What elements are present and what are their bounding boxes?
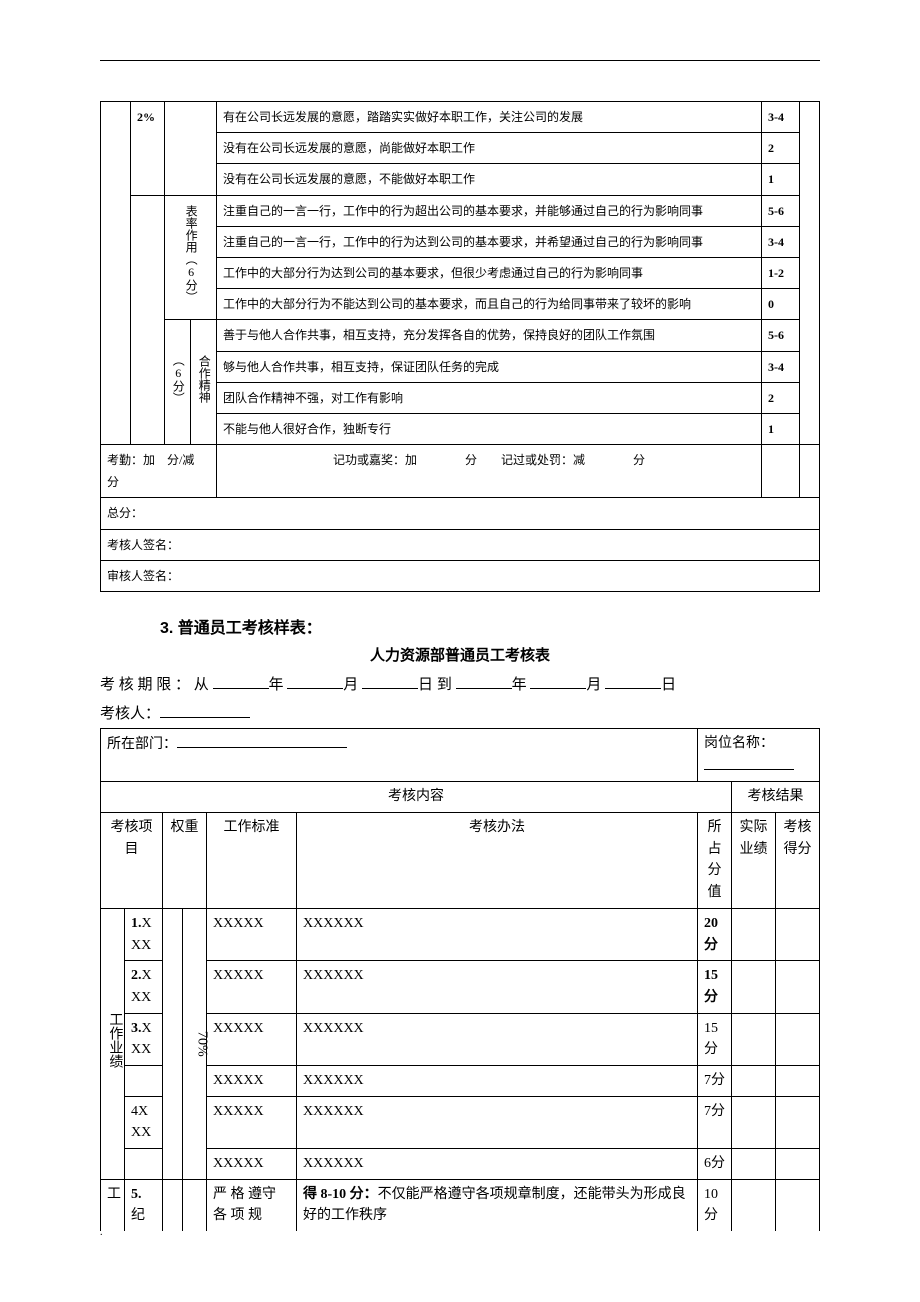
criteria-text: 注重自己的一言一行，工作中的行为超出公司的基本要求，并能够通过自己的行为影响同事 <box>217 195 762 226</box>
item-no: 3.XXX <box>125 1013 163 1065</box>
score-cell: 5-6 <box>762 195 800 226</box>
criteria-text: 有在公司长远发展的意愿，踏踏实实做好本职工作，关注公司的发展 <box>217 102 762 133</box>
criteria-text: 没有在公司长远发展的意愿，不能做好本职工作 <box>217 164 762 195</box>
score-cell: 1-2 <box>762 257 800 288</box>
score-cell: 1 <box>762 164 800 195</box>
table-row: XXXXX XXXXXX 6分 <box>101 1149 820 1180</box>
item-no: 1.XXX <box>125 908 163 960</box>
document-title: 人力资源部普通员工考核表 <box>100 644 820 665</box>
item-no: 2.XXX <box>125 961 163 1013</box>
header-row-1: 考核内容 考核结果 <box>101 782 820 813</box>
evaluation-table-2: 所在部门： 岗位名称： 考核内容 考核结果 考核项目 权重 工作标准 考核办法 … <box>100 728 820 1231</box>
criteria-text: 善于与他人合作共事，相互支持，充分发挥各自的优势，保持良好的团队工作氛围 <box>217 320 762 351</box>
table-row: 表率作用（6分） 注重自己的一言一行，工作中的行为超出公司的基本要求，并能够通过… <box>101 195 820 226</box>
footer-dot: . <box>100 1227 820 1238</box>
table-row: （6分） 合作精神 善于与他人合作共事，相互支持，充分发挥各自的优势，保持良好的… <box>101 320 820 351</box>
header-row-2: 考核项目 权重 工作标准 考核办法 所占分值 实际业绩 考核得分 <box>101 813 820 909</box>
teamwork-score-label: （6分） <box>171 354 184 404</box>
score-cell: 3-4 <box>762 351 800 382</box>
period-line: 考 核 期 限 ： 从 年 月 日 到 年 月 日 <box>100 671 820 700</box>
table-row: 2.XXX XXXXX XXXXXX 15分 <box>101 961 820 1013</box>
score-cell: 3-4 <box>762 226 800 257</box>
score-cell: 3-4 <box>762 102 800 133</box>
criteria-text: 工作中的大部分行为达到公司的基本要求，但很少考虑通过自己的行为影响同事 <box>217 257 762 288</box>
score-cell: 2 <box>762 133 800 164</box>
criteria-text: 注重自己的一言一行，工作中的行为达到公司的基本要求，并希望通过自己的行为影响同事 <box>217 226 762 257</box>
score-cell: 1 <box>762 413 800 444</box>
criteria-text: 没有在公司长远发展的意愿，尚能做好本职工作 <box>217 133 762 164</box>
score-cell: 0 <box>762 289 800 320</box>
score-cell: 5-6 <box>762 320 800 351</box>
evaluation-table-1: 2% 有在公司长远发展的意愿，踏踏实实做好本职工作，关注公司的发展 3-4 没有… <box>100 101 820 592</box>
role-model-label: 表率作用（6分） <box>184 205 197 303</box>
criteria-text: 不能与他人很好合作，独断专行 <box>217 413 762 444</box>
dept-row: 所在部门： 岗位名称： <box>101 729 820 782</box>
weight-cell: 2% <box>131 102 165 196</box>
criteria-text: 够与他人合作共事，相互支持，保证团队任务的完成 <box>217 351 762 382</box>
reviewer-row: 审核人签名： <box>101 560 820 591</box>
table-row: XXXXX XXXXXX 7分 <box>101 1065 820 1096</box>
assessor-line: 考核人： <box>100 700 820 729</box>
page-header-rule <box>100 60 820 61</box>
score-cell: 2 <box>762 382 800 413</box>
section-heading: 3. 普通员工考核样表： <box>160 614 820 638</box>
teamwork-label: 合作精神 <box>197 355 210 403</box>
assessor-row: 考核人签名： <box>101 529 820 560</box>
criteria-text: 团队合作精神不强，对工作有影响 <box>217 382 762 413</box>
table-row: 2% 有在公司长远发展的意愿，踏踏实实做好本职工作，关注公司的发展 3-4 <box>101 102 820 133</box>
criteria-text: 工作中的大部分行为不能达到公司的基本要求，而且自己的行为给同事带来了较坏的影响 <box>217 289 762 320</box>
table-row: 4XXX XXXXX XXXXXX 7分 <box>101 1096 820 1148</box>
total-row: 总分： <box>101 498 820 529</box>
table-row: 工作业绩 1.XXX 70% XXXXX XXXXXX 20分 <box>101 908 820 960</box>
table-row: 工 5.纪 严 格 遵守 各 项 规 得 8-10 分：不仅能严格遵守各项规章制… <box>101 1179 820 1231</box>
attendance-row: 考勤：加 分/减 分 记功或嘉奖：加 分 记过或处罚：减 分 <box>101 445 820 498</box>
